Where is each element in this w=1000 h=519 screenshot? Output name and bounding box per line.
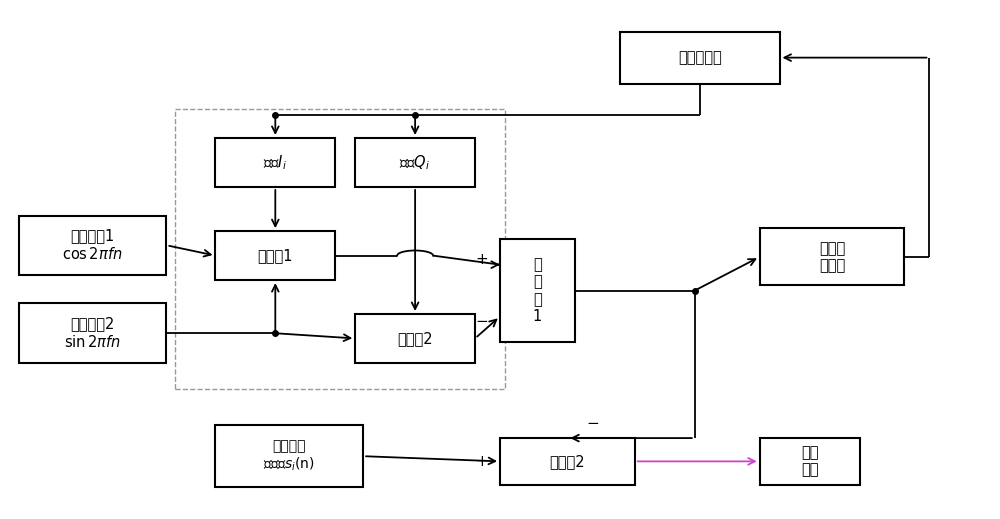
- Bar: [355, 314, 475, 363]
- Bar: [19, 304, 166, 363]
- Text: +: +: [476, 252, 488, 267]
- Text: −: −: [586, 416, 599, 431]
- Text: 参考信号2
$\sin2\pi fn$: 参考信号2 $\sin2\pi fn$: [64, 317, 121, 350]
- Bar: [355, 138, 475, 187]
- Bar: [215, 138, 335, 187]
- Bar: [760, 228, 904, 285]
- Bar: [19, 215, 166, 275]
- Text: 参考信号1
$\cos2\pi fn$: 参考信号1 $\cos2\pi fn$: [62, 228, 123, 262]
- Bar: [620, 32, 780, 84]
- Text: 乘法器2: 乘法器2: [397, 331, 433, 346]
- Bar: [215, 231, 335, 280]
- Text: 权值$I_i$: 权值$I_i$: [263, 153, 287, 172]
- Text: 自适应算法: 自适应算法: [678, 50, 722, 65]
- Bar: [500, 438, 635, 485]
- Text: 加法器2: 加法器2: [550, 454, 585, 469]
- Text: +: +: [476, 454, 488, 469]
- Text: −: −: [476, 314, 488, 329]
- Bar: [500, 239, 575, 343]
- Text: 校准辅
助信号: 校准辅 助信号: [819, 241, 845, 273]
- Text: 权值$Q_i$: 权值$Q_i$: [399, 153, 431, 172]
- Bar: [215, 425, 363, 487]
- Text: 乘法器1: 乘法器1: [258, 248, 293, 263]
- Text: 干扰
信号: 干扰 信号: [801, 445, 818, 477]
- Text: 加
法
器
1: 加 法 器 1: [533, 257, 542, 324]
- Bar: [760, 438, 860, 485]
- Text: 接收的数
字信号$s_i$(n): 接收的数 字信号$s_i$(n): [263, 439, 315, 473]
- Bar: [175, 110, 505, 389]
